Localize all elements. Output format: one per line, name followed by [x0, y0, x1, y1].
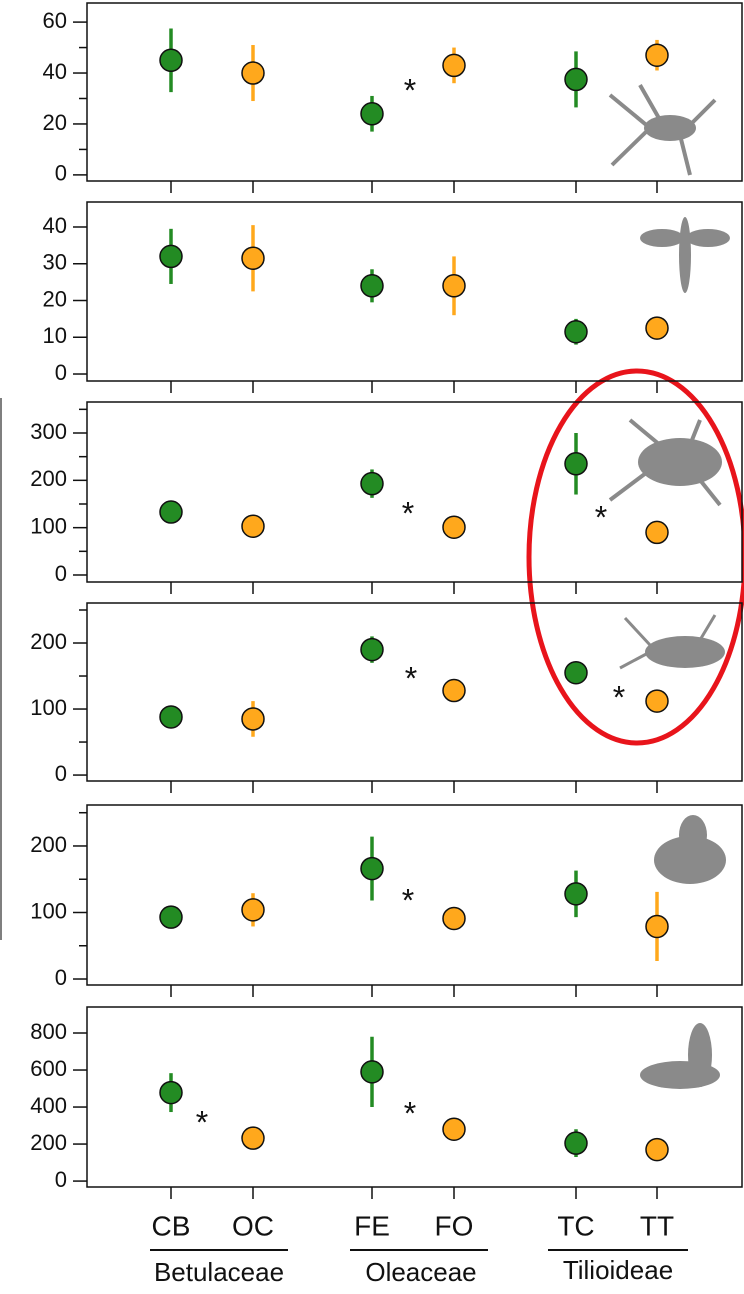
significance-mark: * — [196, 1104, 208, 1140]
x-tick-label: CB — [152, 1210, 191, 1241]
insect-icon — [640, 229, 684, 247]
x-tick-label: TT — [640, 1210, 674, 1241]
point — [361, 639, 383, 661]
point — [646, 690, 668, 712]
y-tick-label: 200 — [30, 832, 67, 857]
y-tick-label: 400 — [30, 1093, 67, 1118]
y-tick-label: 60 — [43, 8, 67, 33]
point — [361, 473, 383, 495]
group-label: Tilioideae — [563, 1255, 673, 1285]
plot-frame — [87, 805, 742, 985]
significance-mark: * — [613, 679, 625, 715]
point — [565, 453, 587, 475]
point — [242, 708, 264, 730]
significance-mark: * — [402, 495, 414, 531]
x-tick-label: OC — [232, 1210, 274, 1241]
insect-icon — [638, 438, 722, 486]
point — [160, 706, 182, 728]
point — [242, 62, 264, 84]
y-tick-label: 600 — [30, 1056, 67, 1081]
y-tick-label: 10 — [43, 323, 67, 348]
y-tick-label: 100 — [30, 513, 67, 538]
point — [443, 680, 465, 702]
point — [361, 275, 383, 297]
y-tick-label: 0 — [55, 161, 67, 186]
plot-frame — [87, 202, 742, 381]
y-tick-label: 200 — [30, 629, 67, 654]
y-tick-label: 20 — [43, 110, 67, 135]
group-label: Oleaceae — [365, 1257, 476, 1287]
significance-mark: * — [402, 882, 414, 918]
point — [361, 103, 383, 125]
y-tick-label: 0 — [55, 761, 67, 786]
significance-mark: * — [404, 72, 416, 108]
y-tick-label: 200 — [30, 1130, 67, 1155]
point — [443, 907, 465, 929]
insect-icons — [610, 85, 730, 1089]
insect-icon — [688, 1023, 712, 1087]
insect-icon — [679, 217, 691, 293]
point — [646, 915, 668, 937]
point — [242, 515, 264, 537]
significance-mark: * — [404, 1095, 416, 1131]
insect-icon — [679, 815, 707, 855]
point — [565, 68, 587, 90]
point — [565, 883, 587, 905]
point — [160, 906, 182, 928]
group-label: Betulaceae — [154, 1257, 284, 1287]
y-tick-label: 30 — [43, 250, 67, 275]
point — [443, 275, 465, 297]
insect-icon — [644, 115, 696, 141]
significance-mark: * — [595, 499, 607, 535]
point — [242, 899, 264, 921]
y-tick-label: 100 — [30, 898, 67, 923]
point — [443, 1118, 465, 1140]
point — [646, 317, 668, 339]
y-tick-label: 300 — [30, 419, 67, 444]
point — [443, 54, 465, 76]
y-tick-label: 100 — [30, 695, 67, 720]
point — [646, 521, 668, 543]
point — [443, 516, 465, 538]
point — [361, 1061, 383, 1083]
point — [646, 1139, 668, 1161]
point — [565, 662, 587, 684]
x-tick-label: FE — [354, 1210, 390, 1241]
point — [242, 247, 264, 269]
y-tick-label: 40 — [43, 213, 67, 238]
x-tick-label: TC — [557, 1210, 594, 1241]
y-tick-label: 0 — [55, 965, 67, 990]
point — [361, 858, 383, 880]
y-tick-label: 40 — [43, 59, 67, 84]
point — [160, 1082, 182, 1104]
figure: Betulaceae Oleaceae Tilioideae 0 20 40 60 * 0… — [0, 0, 744, 1289]
point — [646, 44, 668, 66]
point — [565, 321, 587, 343]
y-tick-label: 200 — [30, 466, 67, 491]
point — [160, 49, 182, 71]
y-tick-label: 20 — [43, 286, 67, 311]
y-tick-label: 0 — [55, 1167, 67, 1192]
point — [242, 1127, 264, 1149]
insect-icon — [686, 229, 730, 247]
insect-icon — [645, 636, 725, 668]
x-tick-label: FO — [435, 1210, 474, 1241]
point — [160, 501, 182, 523]
point — [160, 245, 182, 267]
significance-mark: * — [405, 660, 417, 696]
y-tick-label: 800 — [30, 1019, 67, 1044]
y-tick-label: 0 — [55, 360, 67, 385]
y-tick-label: 0 — [55, 561, 67, 586]
point — [565, 1132, 587, 1154]
